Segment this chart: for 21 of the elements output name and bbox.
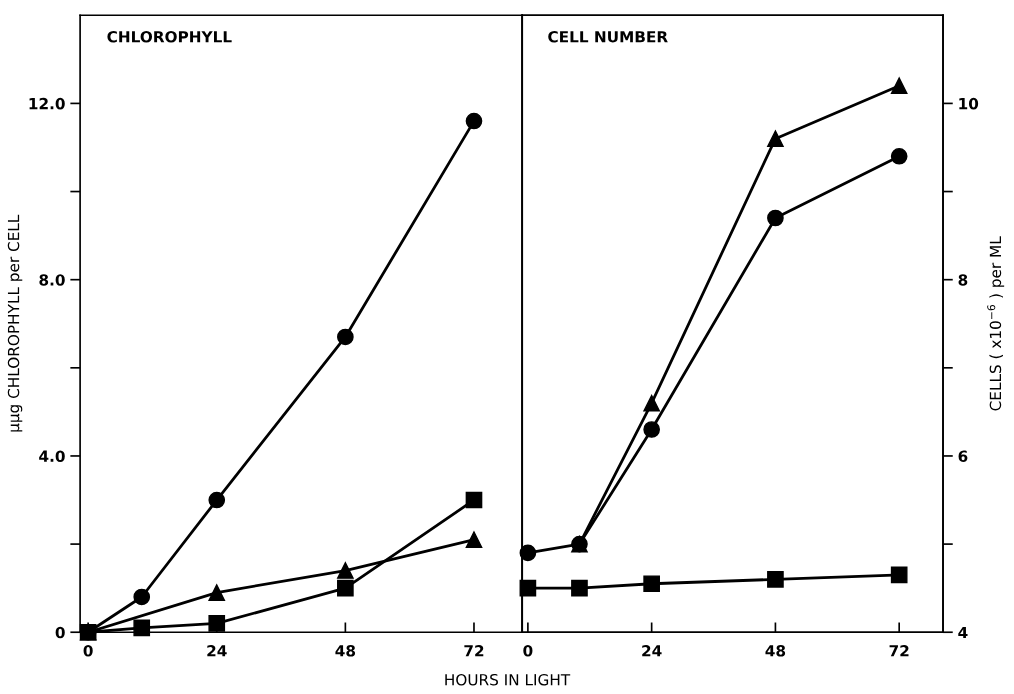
y2-tick-label: 10 [959, 97, 979, 110]
x-tick-label: 72 [464, 645, 484, 657]
y-axis-title: μμg CHLOROPHYLL per CELL [7, 214, 23, 432]
x-tick-label: 24 [642, 645, 662, 657]
x-tick-label: 48 [335, 645, 356, 657]
text: CHLOROPHYLL [107, 30, 232, 43]
text: CELL NUMBER [548, 30, 668, 43]
x-tick-label: 0 [83, 645, 93, 657]
y-tick-label: 8.0 [39, 274, 65, 286]
y2-tick-label: 8 [958, 274, 968, 286]
x-tick-label: 0 [523, 645, 533, 657]
x-axis-title: HOURS IN LIGHT [445, 673, 571, 686]
x-tick-label: 72 [889, 645, 909, 657]
y-tick-label: 4.0 [39, 450, 65, 462]
y-tick-label: 0 [55, 626, 65, 639]
y2-tick-label: 6 [958, 450, 968, 462]
y2-axis-title: CELLS ( x10$^{−6}$ ) per ML [987, 236, 1005, 411]
x-tick-label: 48 [765, 645, 786, 657]
x-tick-label: 24 [207, 645, 227, 657]
y-tick-label: 12.0 [29, 97, 65, 110]
y2-tick-label: 4 [958, 626, 968, 639]
